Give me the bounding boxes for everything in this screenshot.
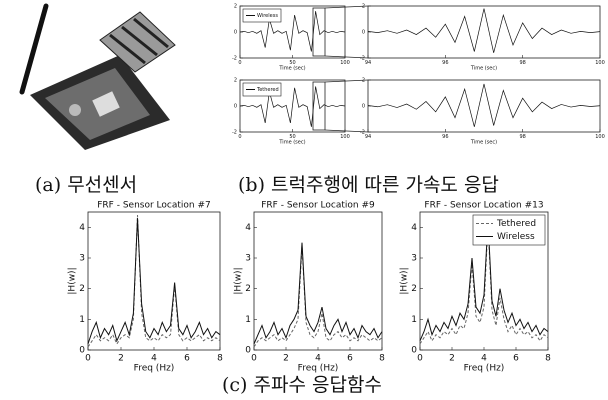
x-tick-label: 96 [442, 134, 448, 140]
x-tick-label: 8 [217, 354, 223, 364]
plot-frame [368, 6, 600, 58]
y-tick-label: 2 [234, 78, 237, 84]
x-tick-label: 4 [151, 354, 157, 364]
x-tick-label: 6 [184, 354, 190, 364]
x-tick-label: 4 [481, 354, 487, 364]
y-tick-label: -2 [232, 130, 237, 136]
x-tick-label: 2 [283, 354, 289, 364]
y-tick-label: 0 [79, 346, 85, 356]
y-tick-label: 4 [245, 223, 251, 233]
y-tick-label: 2 [362, 4, 365, 10]
x-tick-label: 98 [519, 60, 525, 66]
y-tick-label: 4 [79, 223, 85, 233]
caption: (c) 주파수 응답함수 [222, 374, 382, 396]
legend-label: Wireless [497, 232, 535, 242]
series-line [254, 246, 382, 347]
y-axis-label: |H(w)| [400, 267, 410, 294]
x-tick-label: 6 [513, 354, 519, 364]
x-tick-label: 4 [315, 354, 321, 364]
y-tick-label: 2 [411, 284, 417, 294]
y-tick-label: 0 [234, 30, 237, 36]
y-tick-label: -2 [232, 56, 237, 62]
x-axis-label: Freq (Hz) [298, 364, 339, 374]
chart-title: FRF - Sensor Location #13 [424, 201, 543, 211]
x-tick-label: 2 [449, 354, 455, 364]
y-tick-label: 0 [362, 30, 365, 36]
x-axis-label: Time (sec) [278, 140, 305, 146]
x-tick-label: 0 [85, 354, 91, 364]
figure: (a) 무선센서 (b) 트럭주행에 따른 가속도 응답 (c) 주파수 응답함… [0, 0, 608, 400]
x-axis-label: Time (sec) [470, 140, 497, 146]
caption: (b) 트럭주행에 따른 가속도 응답 [238, 174, 499, 196]
x-tick-label: 100 [340, 60, 350, 66]
x-tick-label: 0 [417, 354, 423, 364]
y-tick-label: 3 [411, 254, 417, 264]
x-tick-label: 0 [251, 354, 257, 364]
x-tick-label: 98 [519, 134, 525, 140]
x-tick-label: 100 [340, 134, 350, 140]
y-tick-label: 0 [362, 104, 365, 110]
y-tick-label: 0 [245, 346, 251, 356]
legend-label: Tethered [256, 87, 279, 93]
x-tick-label: 6 [347, 354, 353, 364]
y-tick-label: 0 [411, 346, 417, 356]
y-tick-label: 2 [79, 284, 85, 294]
plot-frame [368, 80, 600, 132]
y-tick-label: 1 [411, 315, 417, 325]
series-line [254, 243, 382, 344]
x-tick-label: 0 [238, 60, 241, 66]
y-tick-label: 3 [245, 254, 251, 264]
x-tick-label: 8 [379, 354, 385, 364]
x-axis-label: Freq (Hz) [134, 364, 175, 374]
series-line [88, 218, 220, 344]
y-tick-label: 2 [362, 78, 365, 84]
y-axis-label: |H(w)| [68, 267, 78, 294]
x-axis-label: Freq (Hz) [464, 364, 505, 374]
y-tick-label: 2 [245, 284, 251, 294]
caption: (a) 무선센서 [35, 174, 137, 196]
x-tick-label: 100 [595, 134, 605, 140]
legend-label: Tethered [496, 219, 536, 229]
x-tick-label: 94 [365, 134, 371, 140]
chart-title: FRF - Sensor Location #7 [97, 201, 210, 211]
y-tick-label: 4 [411, 223, 417, 233]
legend-label: Wireless [257, 13, 278, 19]
y-axis-label: |H(w)| [234, 267, 244, 294]
x-axis-label: Time (sec) [470, 66, 497, 72]
x-tick-label: 8 [545, 354, 551, 364]
x-tick-label: 0 [238, 134, 241, 140]
zoom-indicator [313, 6, 368, 132]
y-tick-label: 3 [79, 254, 85, 264]
series-line [88, 215, 220, 347]
y-tick-label: 1 [245, 315, 251, 325]
sensor-photo [22, 6, 175, 150]
chart-title: FRF - Sensor Location #9 [261, 201, 375, 211]
series-line [368, 9, 600, 53]
y-tick-label: -2 [360, 56, 365, 62]
y-tick-label: 0 [234, 104, 237, 110]
x-tick-label: 94 [365, 60, 371, 66]
x-tick-label: 96 [442, 60, 448, 66]
x-tick-label: 2 [118, 354, 124, 364]
x-axis-label: Time (sec) [278, 66, 305, 72]
y-tick-label: 2 [234, 4, 237, 10]
series-line [368, 84, 600, 127]
y-tick-label: 1 [79, 315, 85, 325]
x-tick-label: 100 [595, 60, 605, 66]
y-tick-label: -2 [360, 130, 365, 136]
